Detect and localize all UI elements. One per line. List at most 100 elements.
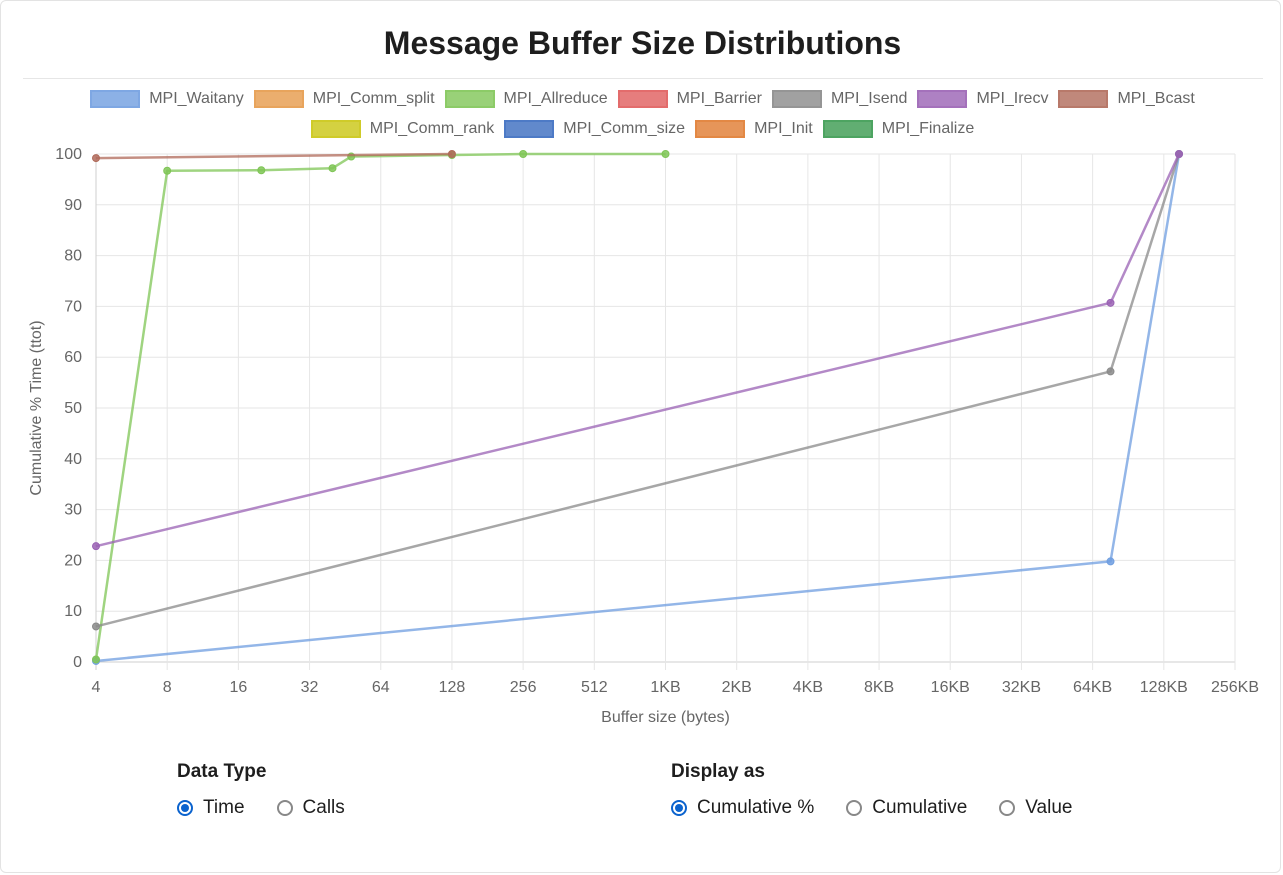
data-point	[328, 164, 337, 173]
x-tick-label: 256	[510, 679, 537, 696]
legend-item[interactable]: MPI_Finalize	[822, 120, 975, 138]
radio-button[interactable]	[276, 800, 293, 816]
x-tick-label: 4	[92, 679, 101, 696]
y-axis-label: Cumulative % Time (ttot)	[28, 320, 45, 495]
legend-swatch	[822, 120, 873, 138]
data-point	[1106, 557, 1115, 566]
data-point	[92, 542, 100, 551]
radio-label: Cumulative	[872, 797, 968, 818]
legend-item[interactable]: MPI_Comm_rank	[310, 120, 495, 138]
legend-swatch	[917, 90, 968, 108]
x-tick-label: 32	[301, 679, 319, 696]
y-tick-label: 60	[64, 349, 82, 366]
display-as-title: Display as	[671, 761, 765, 782]
data-point	[1106, 367, 1115, 376]
x-tick-label: 32KB	[1002, 679, 1041, 696]
y-tick-label: 70	[64, 298, 82, 315]
radio-button[interactable]	[177, 800, 193, 816]
legend-label: MPI_Comm_size	[563, 120, 686, 137]
legend-label: MPI_Irecv	[976, 90, 1049, 107]
legend-item[interactable]: MPI_Allreduce	[444, 90, 608, 108]
legend-label: MPI_Isend	[830, 90, 908, 107]
x-axis-label: Buffer size (bytes)	[601, 709, 730, 726]
legend-label: MPI_Comm_split	[312, 90, 435, 107]
legend-label: MPI_Bcast	[1117, 90, 1195, 107]
legend-item[interactable]: MPI_Waitany	[90, 90, 244, 108]
y-tick-label: 20	[64, 552, 82, 569]
radio-label: Cumulative %	[697, 797, 815, 818]
y-tick-label: 0	[73, 654, 82, 671]
legend-item[interactable]: MPI_Comm_size	[504, 120, 685, 138]
display_as-radio-option[interactable]: Value	[999, 797, 1072, 819]
x-tick-label: 512	[581, 679, 608, 696]
legend-swatch	[617, 90, 668, 108]
legend-swatch	[695, 120, 746, 138]
data-point	[92, 655, 100, 664]
series-line	[95, 153, 1181, 628]
radio-label: Calls	[302, 797, 345, 818]
legend-item[interactable]: MPI_Irecv	[917, 90, 1048, 108]
legend-swatch	[771, 90, 822, 108]
x-tick-label: 8KB	[864, 679, 894, 696]
series-line	[95, 153, 1181, 548]
data-point	[1106, 298, 1115, 307]
data-point	[1175, 150, 1184, 158]
x-tick-label: 2KB	[722, 679, 752, 696]
data-point	[92, 622, 100, 631]
data_type-radio-option[interactable]: Time	[177, 797, 245, 819]
x-tick-label: 256KB	[1211, 679, 1259, 696]
y-tick-label: 90	[64, 197, 82, 214]
legend-item[interactable]: MPI_Bcast	[1058, 90, 1195, 108]
line-chart: 0 10 20 30 40 50 60 70 80 90 100 4 8 16 32 64 128 256 512 1…	[28, 146, 1259, 726]
x-tick-label: 1KB	[650, 679, 680, 696]
radio-button[interactable]	[999, 800, 1016, 816]
data-type-options: Time Calls	[177, 797, 377, 819]
data-point	[519, 150, 528, 158]
data-type-group: Data Type Time Calls	[177, 761, 377, 819]
series-line	[94, 152, 666, 660]
chart-title: Message Buffer Size Distributions	[383, 25, 902, 61]
data-point	[257, 166, 266, 175]
y-tick-label: 30	[64, 502, 82, 519]
data-type-title: Data Type	[177, 761, 267, 782]
y-tick-label: 80	[64, 248, 82, 265]
legend-label: MPI_Finalize	[881, 120, 975, 137]
display_as-radio-option[interactable]: Cumulative %	[671, 797, 814, 819]
data_type-radio-option[interactable]: Calls	[276, 797, 345, 819]
data-point	[661, 150, 670, 158]
y-tick-label: 50	[64, 400, 82, 417]
display-as-options: Cumulative % Cumulative Value	[671, 797, 1104, 819]
legend-item[interactable]: MPI_Barrier	[617, 90, 762, 108]
series-line	[95, 152, 452, 160]
x-tick-label: 128KB	[1140, 679, 1188, 696]
data-point	[447, 150, 456, 158]
legend-label: MPI_Comm_rank	[369, 120, 495, 137]
legend-swatch	[90, 90, 141, 108]
legend-item[interactable]: MPI_Comm_split	[253, 90, 435, 108]
display_as-radio-option[interactable]: Cumulative	[846, 797, 967, 819]
data-point	[92, 154, 100, 163]
legend-swatch	[504, 120, 555, 138]
title-divider	[23, 78, 1263, 79]
x-tick-label: 8	[163, 679, 172, 696]
radio-button[interactable]	[671, 800, 687, 816]
legend-swatch	[310, 120, 361, 138]
legend-swatch	[253, 90, 304, 108]
legend-label: MPI_Init	[754, 120, 813, 137]
x-tick-label: 16KB	[931, 679, 970, 696]
legend-item[interactable]: MPI_Isend	[771, 90, 908, 108]
legend-label: MPI_Allreduce	[503, 90, 608, 107]
radio-button[interactable]	[846, 800, 863, 816]
legend-item[interactable]: MPI_Init	[695, 120, 813, 138]
radio-label: Time	[203, 797, 245, 818]
legend-swatch	[1058, 90, 1109, 108]
legend-row-2: MPI_Comm_rank MPI_Comm_size MPI_Init MPI_Fi…	[1, 120, 1283, 138]
radio-label: Value	[1025, 797, 1073, 818]
legend-label: MPI_Waitany	[149, 90, 244, 107]
x-tick-label: 64	[372, 679, 390, 696]
y-tick-label: 100	[55, 146, 82, 163]
x-tick-label: 4KB	[793, 679, 823, 696]
x-tick-label: 64KB	[1073, 679, 1112, 696]
y-tick-label: 10	[64, 603, 82, 620]
